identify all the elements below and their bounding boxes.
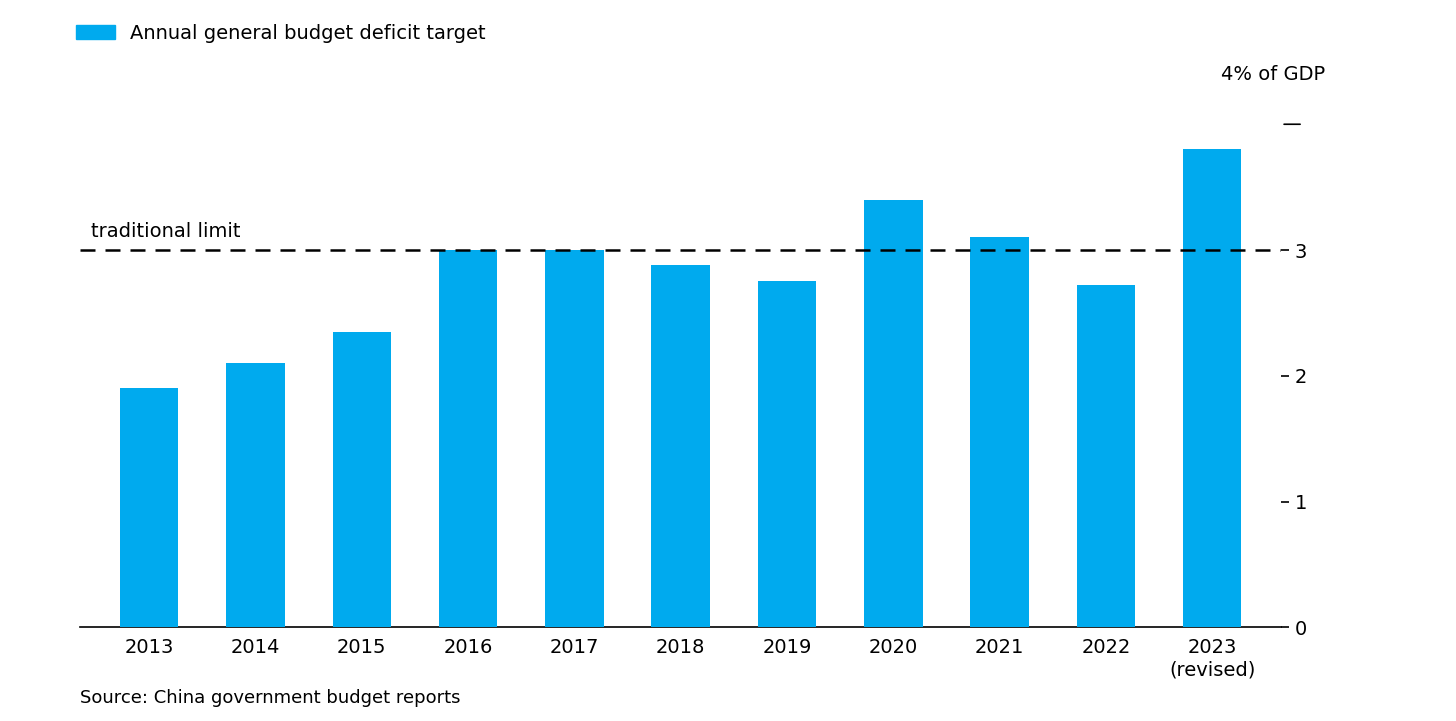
Bar — [970, 237, 1029, 627]
Bar — [226, 363, 285, 627]
Bar — [332, 332, 392, 627]
Bar — [1182, 149, 1242, 627]
Bar — [1076, 286, 1136, 627]
Bar — [757, 281, 817, 627]
Bar — [651, 265, 711, 627]
Legend: Annual general budget deficit target: Annual general budget deficit target — [68, 16, 494, 50]
Bar — [438, 250, 498, 627]
Text: 4% of GDP: 4% of GDP — [1220, 65, 1325, 84]
Bar — [545, 250, 604, 627]
Bar — [119, 389, 179, 627]
Bar — [863, 200, 923, 627]
Text: Source: China government budget reports: Source: China government budget reports — [80, 689, 460, 707]
Text: traditional limit: traditional limit — [90, 222, 240, 242]
